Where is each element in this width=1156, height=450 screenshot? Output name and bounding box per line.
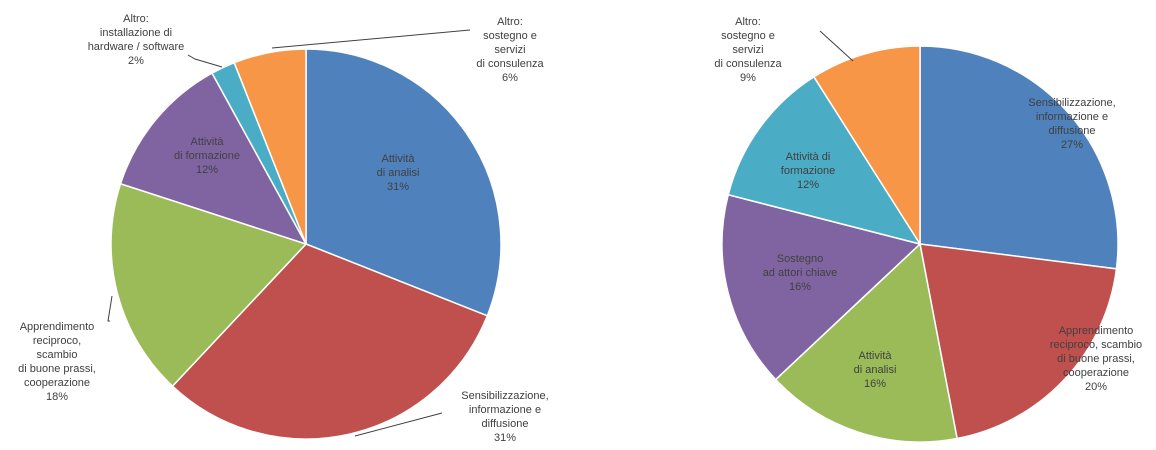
pie-chart-2: Sensibilizzazione, informazione e diffusio… (714, 16, 1142, 443)
slice-label: Apprendimento reciproco, scambio di buone … (1050, 325, 1142, 393)
slice-label-line: diffusione (1049, 125, 1096, 137)
pie-slice (919, 45, 1119, 270)
slice-label-line: formazione (781, 165, 835, 177)
slice-percentage: 16% (789, 281, 811, 293)
slice-label: Sensibilizzazione, informazione e diffusio… (1028, 97, 1115, 151)
pie-slice (233, 48, 307, 245)
slice-label-line: Sostegno (777, 253, 823, 265)
slice-label-line: cooperazione (24, 377, 90, 389)
slice-percentage: 6% (502, 72, 518, 84)
pie-chart-1: Attività di analisi 31% Sensibilizzazione, i… (18, 13, 549, 444)
slice-label-line: sostegno e (483, 30, 537, 42)
slice-percentage: 31% (387, 181, 409, 193)
leader-line (271, 29, 471, 49)
pie-slice (110, 182, 308, 388)
pie-slice (727, 75, 922, 246)
pie-slice (812, 45, 921, 247)
slice-label-line: Sensibilizzazione, (1028, 97, 1115, 109)
slice-label-line: di analisi (377, 167, 420, 179)
slice-label-line: sostegno e (721, 30, 775, 42)
slice-label: Sostegno ad attori chiave 16% (763, 253, 838, 293)
slice-label-line: Apprendimento (20, 321, 95, 333)
slice-label-line: installazione di (100, 27, 172, 39)
slice-percentage: 9% (740, 72, 756, 84)
slice-label: Altro: sostegno e servizi di consulenza 6% (476, 16, 544, 84)
slice-label-line: reciproco, scambio (1050, 339, 1142, 351)
slice-percentage: 12% (797, 179, 819, 191)
pie-slice (919, 243, 1118, 440)
slice-label-line: di consulenza (476, 58, 544, 70)
slice-label-line: servizi (494, 44, 525, 56)
slice-label-line: di buone prassi, (1057, 353, 1135, 365)
slice-label-line: hardware / software (88, 41, 185, 53)
slice-label-line: scambio (37, 349, 78, 361)
slice-label-line: Attività (858, 350, 892, 362)
slice-label: Attività di analisi 16% (854, 350, 897, 390)
slice-label: Attività di formazione 12% (174, 136, 240, 176)
slice-label-line: Altro: (123, 13, 149, 25)
slice-label-line: Sensibilizzazione, (461, 390, 548, 402)
slice-label: Altro: installazione di hardware / softwar… (88, 13, 185, 67)
slice-label-line: di formazione (174, 150, 240, 162)
slice-label-line: ad attori chiave (763, 267, 838, 279)
slice-percentage: 12% (196, 164, 218, 176)
slice-label-line: informazione e (1036, 111, 1108, 123)
slice-label-line: Attività (190, 136, 224, 148)
slice-label-line: reciproco, (33, 335, 81, 347)
slice-label-line: diffusione (482, 418, 529, 430)
slice-label: Attività di formazione 12% (781, 151, 835, 191)
slice-percentage: 2% (128, 55, 144, 67)
slice-label-line: Attività di (786, 151, 831, 163)
slice-percentage: 18% (46, 391, 68, 403)
slice-label-line: di consulenza (714, 58, 782, 70)
slice-percentage: 20% (1085, 381, 1107, 393)
pie-slice (774, 242, 958, 443)
leader-line (187, 54, 223, 68)
slice-label-line: Attività (381, 153, 415, 165)
slice-label-line: Apprendimento (1059, 325, 1134, 337)
slice-label-line: di buone prassi, (18, 363, 96, 375)
slice-label-line: Altro: (497, 16, 523, 28)
slice-label: Altro: sostegno e servizi di consulenza 9% (714, 16, 782, 84)
leader-line (819, 30, 854, 62)
slice-percentage: 27% (1061, 139, 1083, 151)
slice-label-line: di analisi (854, 364, 897, 376)
slice-label: Sensibilizzazione, informazione e diffusio… (461, 390, 548, 444)
slice-label-line: Altro: (735, 16, 761, 28)
slice-percentage: 31% (494, 432, 516, 444)
pie-slice (721, 193, 922, 381)
pie-slice (171, 243, 489, 440)
pie-slice (119, 72, 308, 246)
slice-label-line: informazione e (469, 404, 541, 416)
slice-percentage: 16% (864, 378, 886, 390)
leader-line (354, 412, 443, 437)
slice-label-line: servizi (732, 44, 763, 56)
slice-label-line: cooperazione (1063, 367, 1129, 379)
slice-label: Apprendimento reciproco, scambio di buone p… (18, 321, 96, 403)
slice-label: Attività di analisi 31% (377, 153, 420, 193)
pie-slice (305, 48, 502, 317)
leader-line (107, 295, 113, 322)
